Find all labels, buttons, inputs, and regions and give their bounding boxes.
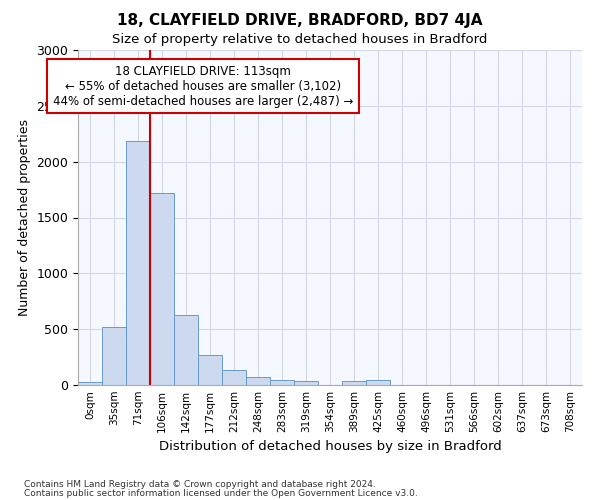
X-axis label: Distribution of detached houses by size in Bradford: Distribution of detached houses by size … xyxy=(158,440,502,454)
Text: 18, CLAYFIELD DRIVE, BRADFORD, BD7 4JA: 18, CLAYFIELD DRIVE, BRADFORD, BD7 4JA xyxy=(117,12,483,28)
Bar xyxy=(78,382,102,385)
Bar xyxy=(246,377,270,385)
Bar xyxy=(366,380,390,385)
Bar xyxy=(102,327,126,385)
Text: 18 CLAYFIELD DRIVE: 113sqm
← 55% of detached houses are smaller (3,102)
44% of s: 18 CLAYFIELD DRIVE: 113sqm ← 55% of deta… xyxy=(53,64,353,108)
Y-axis label: Number of detached properties: Number of detached properties xyxy=(18,119,31,316)
Bar xyxy=(150,193,174,385)
Text: Contains public sector information licensed under the Open Government Licence v3: Contains public sector information licen… xyxy=(24,488,418,498)
Bar xyxy=(126,141,150,385)
Bar xyxy=(270,380,294,385)
Bar xyxy=(174,314,198,385)
Bar xyxy=(198,356,222,385)
Bar xyxy=(222,370,246,385)
Bar xyxy=(342,381,366,385)
Bar xyxy=(294,381,318,385)
Text: Contains HM Land Registry data © Crown copyright and database right 2024.: Contains HM Land Registry data © Crown c… xyxy=(24,480,376,489)
Text: Size of property relative to detached houses in Bradford: Size of property relative to detached ho… xyxy=(112,32,488,46)
